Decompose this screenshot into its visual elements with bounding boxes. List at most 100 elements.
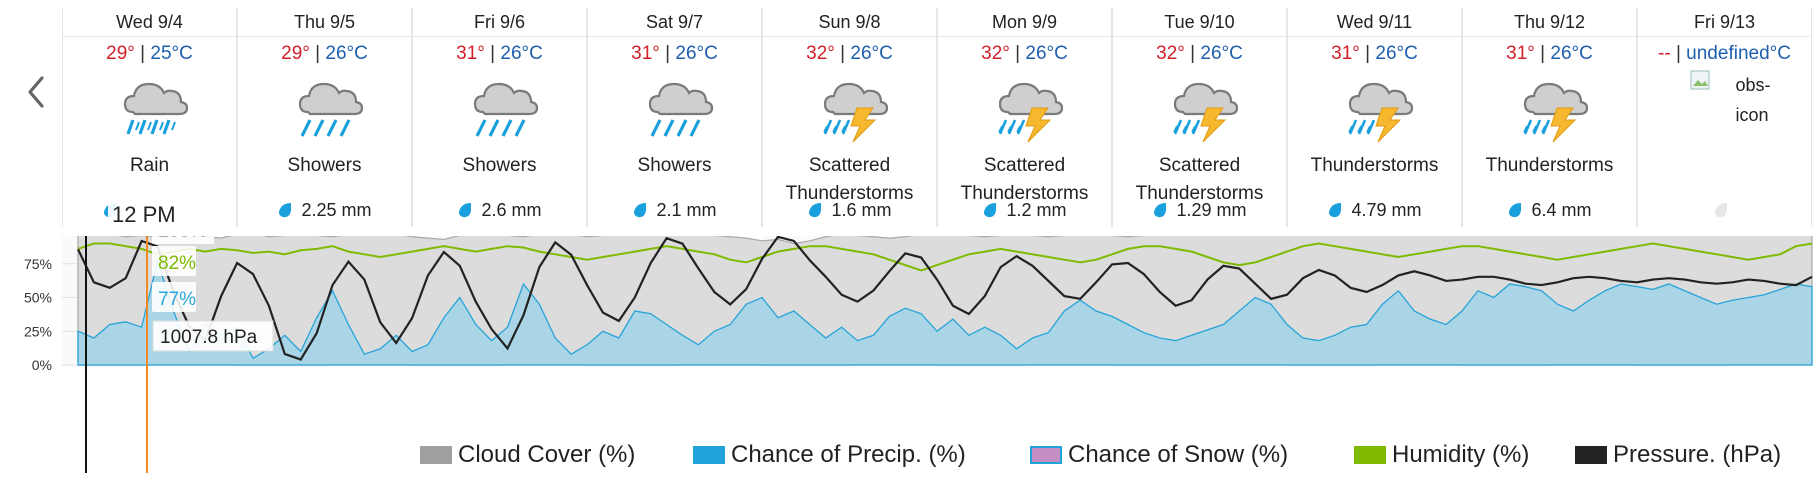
precip-value: 4.79 mm (1351, 200, 1422, 220)
low-temp: undefined°C (1686, 43, 1791, 64)
tooltip-time-label: 12 PM (108, 200, 180, 230)
temperature-range: 31° | 26°C (588, 42, 761, 66)
raindrop-icon (1154, 203, 1167, 218)
legend-swatch (1575, 446, 1607, 464)
precip-amount: 2.25 mm (238, 198, 411, 222)
precip-amount: 1.6 mm (763, 198, 936, 222)
tooltip-precip-value: 77% (158, 289, 196, 310)
tooltip-precip-value-bg (152, 282, 196, 312)
day-column[interactable]: Sun 9/8 32° | 26°C Scattered Thunderstorms… (762, 8, 937, 227)
temp-separator: | (1009, 43, 1026, 64)
high-temp: 31° (631, 43, 660, 64)
temperature-range: 31° | 26°C (1463, 42, 1636, 66)
condition-label: Showers (462, 155, 537, 176)
high-temp: 29° (106, 43, 135, 64)
day-column[interactable]: Fri 9/13 -- | undefined°C obs-icon (1637, 8, 1812, 227)
legend-item[interactable]: Cloud Cover (%) (420, 440, 635, 470)
raindrop-icon (459, 203, 472, 218)
low-temp: 26°C (850, 43, 893, 64)
raindrop-icon (984, 203, 997, 218)
day-label: Fri 9/13 (1638, 8, 1811, 37)
day-column[interactable]: Thu 9/12 31° | 26°C Thunderstorms 6.4 mm (1462, 8, 1637, 227)
low-temp: 25°C (150, 43, 193, 64)
high-temp: 32° (806, 43, 835, 64)
showers-icon (280, 68, 370, 148)
raindrop-icon (1329, 203, 1342, 218)
legend-label: Chance of Precip. (%) (731, 441, 966, 468)
day-column[interactable]: Thu 9/5 29° | 26°C Showers 2.25 mm (237, 8, 412, 227)
legend-item[interactable]: Chance of Snow (%) (1030, 440, 1288, 470)
temp-separator: | (1359, 43, 1376, 64)
low-temp: 26°C (500, 43, 543, 64)
legend-swatch (1354, 446, 1386, 464)
low-temp: 26°C (675, 43, 718, 64)
condition-label: Showers (637, 155, 712, 176)
showers-icon (455, 68, 545, 148)
temp-separator: | (484, 43, 501, 64)
legend-swatch (420, 446, 452, 464)
rain-icon (105, 68, 195, 148)
temperature-range: 32° | 26°C (938, 42, 1111, 66)
thunderstorm-icon (805, 68, 895, 148)
temp-separator: | (309, 43, 326, 64)
temp-separator: | (1534, 43, 1551, 64)
raindrop-icon (809, 203, 822, 218)
day-label: Thu 9/5 (238, 8, 411, 37)
legend-item[interactable]: Humidity (%) (1354, 440, 1529, 470)
low-temp: 26°C (1200, 43, 1243, 64)
legend-label: Pressure. (hPa) (1613, 441, 1782, 468)
condition-label: Thunderstorms (1485, 155, 1614, 176)
pressure-line (77, 235, 1813, 361)
legend-label: Humidity (%) (1392, 441, 1530, 468)
high-temp: -- (1658, 43, 1671, 64)
y-tick-label: 0% (32, 357, 52, 373)
day-column[interactable]: Mon 9/9 32° | 26°C Scattered Thunderstorms… (937, 8, 1112, 227)
day-label: Sat 9/7 (588, 8, 761, 37)
raindrop-icon (279, 203, 292, 218)
precip-value: 2.6 mm (481, 200, 542, 220)
temperature-range: 29° | 25°C (63, 42, 236, 66)
tooltip-humidity-value-bg (152, 246, 196, 276)
day-label: Fri 9/6 (413, 8, 586, 37)
precip-amount: 2.1 mm (588, 198, 761, 222)
y-tick-label: 100% (16, 236, 52, 238)
precip-value: 2.25 mm (301, 200, 372, 220)
precip-amount: 6.4 mm (1463, 198, 1636, 222)
hourly-chart-svg: 100% 75% 50% 25% 0% 100% 82% 77% 1007.8 hPa (16, 214, 1813, 473)
tooltip-humidity-value: 82% (158, 253, 196, 274)
day-label: Tue 9/10 (1113, 8, 1286, 37)
precip-amount: 1.29 mm (1113, 198, 1286, 222)
low-temp: 26°C (325, 43, 368, 64)
broken-image-icon (1690, 70, 1709, 90)
humidity-line (77, 242, 1813, 272)
precip-value: 1.29 mm (1176, 200, 1247, 220)
temp-separator: | (1184, 43, 1201, 64)
y-tick-label: 25% (24, 323, 52, 339)
day-label: Thu 9/12 (1463, 8, 1636, 37)
temp-separator: | (659, 43, 676, 64)
day-label: Mon 9/9 (938, 8, 1111, 37)
thunderstorm-icon (1505, 68, 1595, 148)
day-column[interactable]: Wed 9/429° | 25°CRain2.25 mm (62, 8, 237, 227)
high-temp: 31° (456, 43, 485, 64)
day-column[interactable]: Sat 9/7 31° | 26°C Showers 2.1 mm (587, 8, 762, 227)
condition-label: Scattered Thunderstorms (1135, 155, 1264, 204)
high-temp: 29° (281, 43, 310, 64)
high-temp: 31° (1506, 43, 1535, 64)
temp-separator: | (834, 43, 851, 64)
prev-days-chevron-icon[interactable] (22, 72, 52, 112)
thunderstorm-icon (1155, 68, 1245, 148)
broken-image-icon: obs-icon (1680, 68, 1771, 148)
day-column[interactable]: Fri 9/6 31° | 26°C Showers 2.6 mm (412, 8, 587, 227)
day-column[interactable]: Wed 9/11 31° | 26°C Thunderstorms 4.79 mm (1287, 8, 1462, 227)
temperature-range: 32° | 26°C (763, 42, 936, 66)
showers-icon (630, 68, 720, 148)
day-label: Wed 9/4 (63, 8, 236, 37)
precip-value: 6.4 mm (1531, 200, 1592, 220)
precip-amount: 2.6 mm (413, 198, 586, 222)
y-tick-label: 75% (24, 256, 52, 272)
legend-item[interactable]: Chance of Precip. (%) (693, 440, 966, 470)
legend-item[interactable]: Pressure. (hPa) (1575, 440, 1781, 470)
day-column[interactable]: Tue 9/10 32° | 26°C Scattered Thunderstorm… (1112, 8, 1287, 227)
legend-swatch (693, 446, 725, 464)
